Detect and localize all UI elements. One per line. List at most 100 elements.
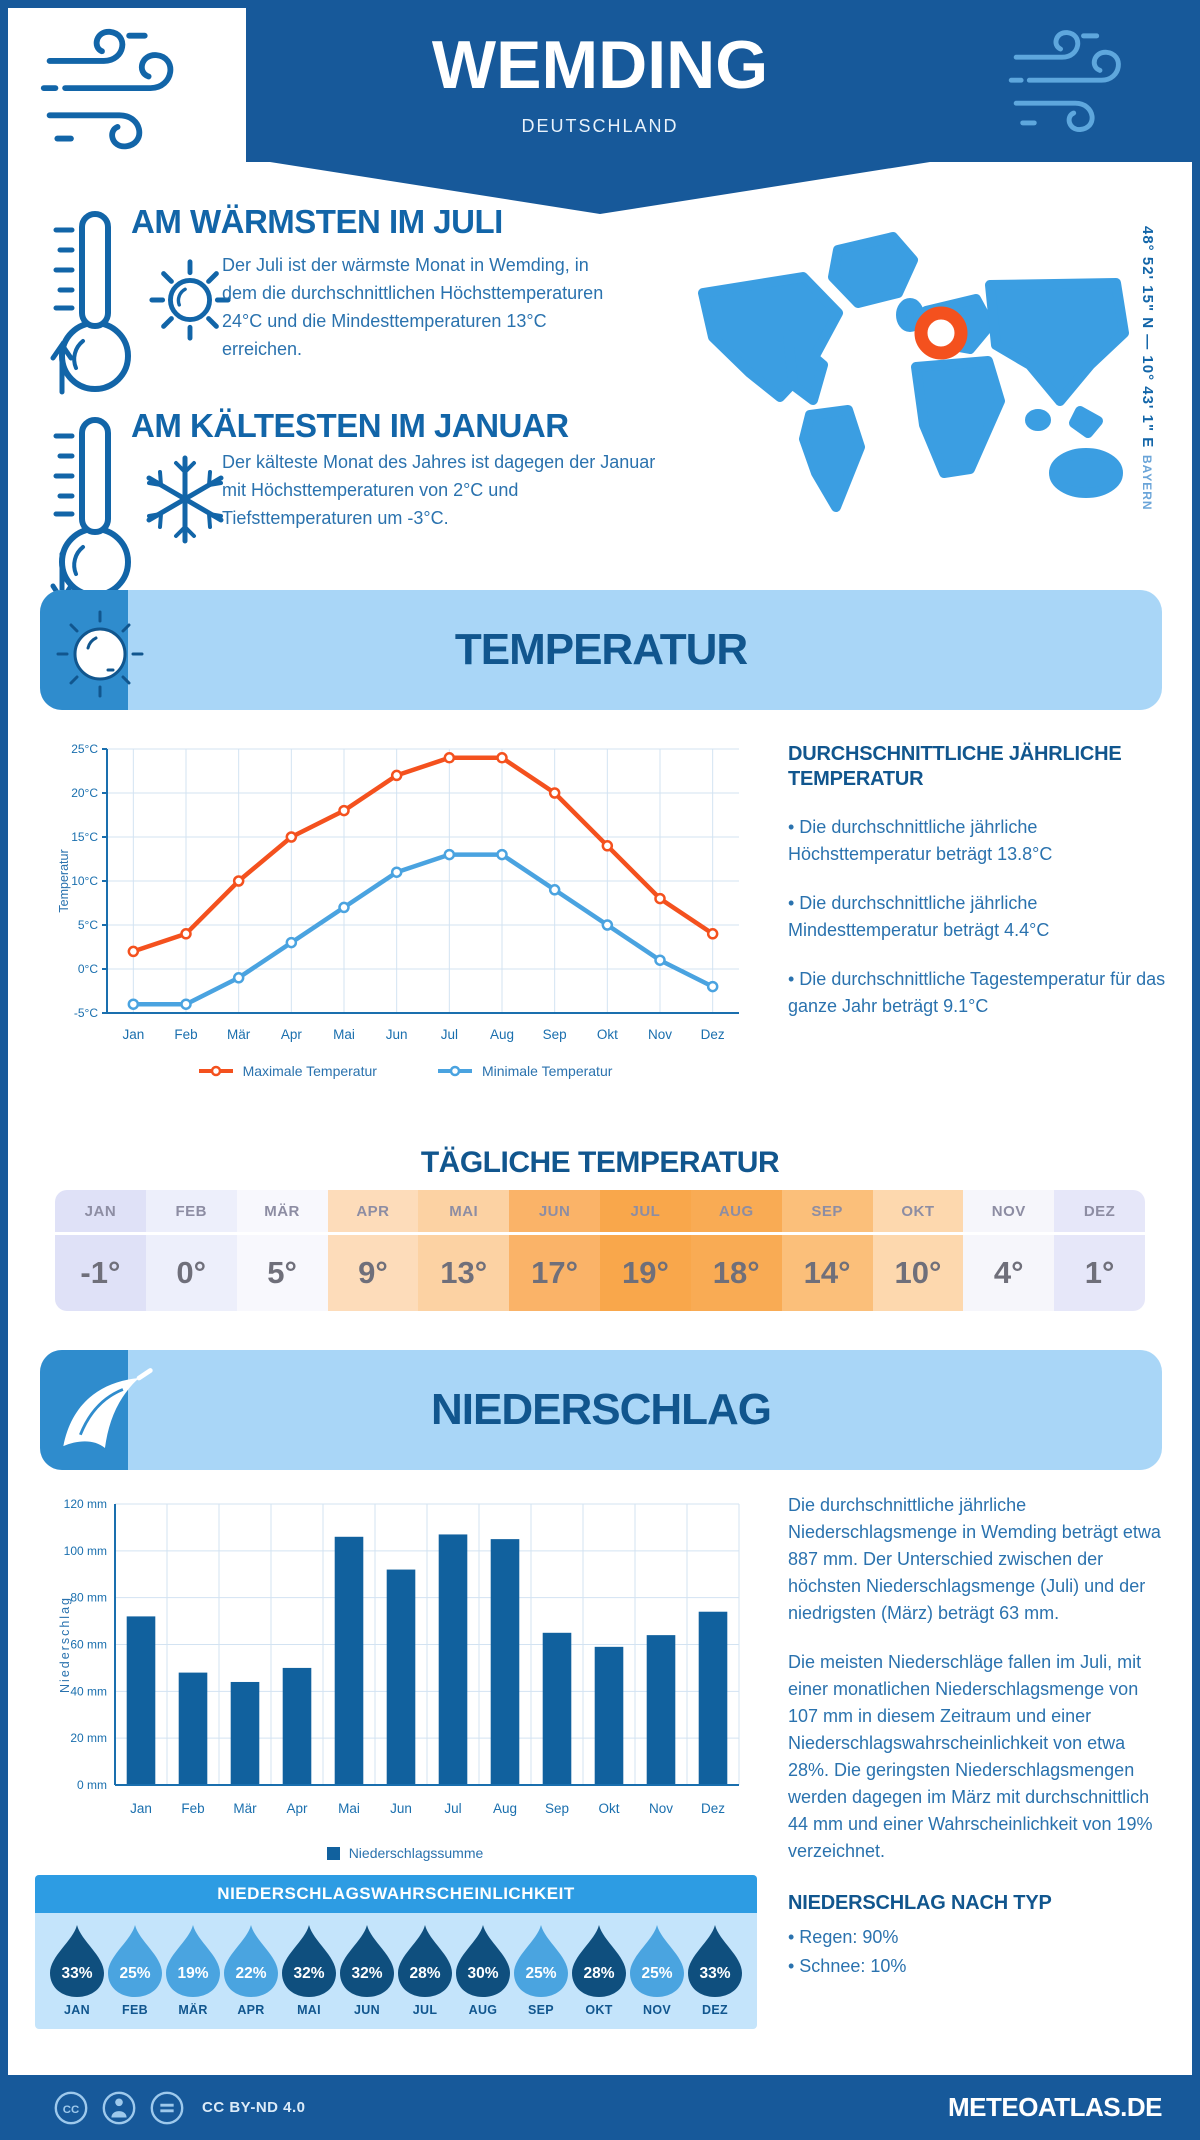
temp-table-month: JUL <box>600 1190 691 1232</box>
svg-text:5°C: 5°C <box>78 918 98 932</box>
svg-text:28%: 28% <box>583 1965 614 1982</box>
svg-text:Dez: Dez <box>701 1027 725 1042</box>
svg-text:Mär: Mär <box>233 1801 257 1816</box>
svg-text:100 mm: 100 mm <box>64 1544 107 1558</box>
droplet-icon: 19% <box>166 1925 220 1997</box>
temp-table-value: 1° <box>1054 1235 1145 1311</box>
svg-text:Okt: Okt <box>598 1801 619 1816</box>
svg-text:0 mm: 0 mm <box>77 1778 107 1792</box>
svg-text:Jan: Jan <box>122 1027 144 1042</box>
location-marker <box>914 306 968 360</box>
droplet-month-label: DEZ <box>702 2003 728 2017</box>
temp-table-month: MAI <box>418 1190 510 1232</box>
precipitation-bar-chart: 120 mm 100 mm 80 mm 60 mm 40 mm 20 mm 0 mm Jan F… <box>58 1497 740 1816</box>
legend-item-max: Maximale Temperatur <box>198 1063 377 1079</box>
droplet-icon: 33% <box>50 1925 104 1997</box>
svg-text:Jun: Jun <box>386 1027 408 1042</box>
umbrella-banner-icon <box>63 1368 153 1449</box>
probability-droplets-row: 33% JAN 25% FEB 19% MÄR 22% APR 32% MAI 32% JUN 28% J… <box>35 1913 757 2029</box>
svg-text:Jan: Jan <box>130 1801 152 1816</box>
svg-text:30%: 30% <box>467 1965 498 1982</box>
wind-icon <box>1008 30 1121 132</box>
probability-title: NIEDERSCHLAGSWAHRSCHEINLICHKEIT <box>35 1875 757 1913</box>
temp-table-value: -1° <box>55 1235 146 1311</box>
page-border-left <box>0 0 8 2140</box>
droplet-icon: 32% <box>340 1925 394 1997</box>
svg-text:40 mm: 40 mm <box>70 1684 107 1698</box>
temp-table-month: AUG <box>690 1190 782 1232</box>
annual-bullet-min: • Die durchschnittliche jährliche Mindes… <box>788 893 1050 940</box>
svg-text:Mai: Mai <box>338 1801 360 1816</box>
droplet-icon: 25% <box>630 1925 684 1997</box>
probability-droplet: 25% SEP <box>513 1923 569 2017</box>
precipitation-type-snow: • Schnee: 10% <box>788 1956 907 1976</box>
temp-table-column: AUG 18° <box>690 1190 782 1311</box>
license-label: CC BY-ND 4.0 <box>202 2099 306 2116</box>
temp-table-month: NOV <box>963 1190 1055 1232</box>
probability-droplet: 28% OKT <box>571 1923 627 2017</box>
page-subtitle: DEUTSCHLAND <box>521 116 679 136</box>
legend-label-min: Minimale Temperatur <box>481 1063 613 1079</box>
temperature-legend: Maximale Temperatur Minimale Temperatur <box>55 1063 755 1079</box>
cc-icon: CC <box>54 2091 88 2124</box>
svg-text:120 mm: 120 mm <box>64 1497 107 1511</box>
precipitation-banner: NIEDERSCHLAG <box>40 1350 1162 1470</box>
svg-text:25%: 25% <box>641 1965 672 1982</box>
cc-license-icons: CC CC BY-ND 4.0 <box>52 2089 306 2127</box>
droplet-month-label: AUG <box>468 2003 498 2017</box>
svg-text:20 mm: 20 mm <box>70 1731 107 1745</box>
svg-text:Mär: Mär <box>227 1027 251 1042</box>
svg-text:CC: CC <box>63 2103 79 2115</box>
droplet-month-label: OKT <box>585 2003 613 2017</box>
temp-table-value: 19° <box>600 1235 691 1311</box>
world-map <box>698 232 1129 512</box>
temp-table-month: FEB <box>145 1190 237 1232</box>
svg-text:33%: 33% <box>61 1965 92 1982</box>
svg-text:0°C: 0°C <box>78 962 98 976</box>
droplet-month-label: JUL <box>412 2003 438 2017</box>
bar-swatch <box>326 1846 340 1860</box>
temp-table-column: FEB 0° <box>145 1190 237 1311</box>
svg-text:25%: 25% <box>525 1965 556 1982</box>
droplet-month-label: MÄR <box>178 2003 208 2017</box>
svg-text:60 mm: 60 mm <box>70 1638 107 1652</box>
warmest-text: Der Juli ist der wärmste Monat in Wemdin… <box>222 255 604 359</box>
droplet-month-label: JAN <box>64 2003 90 2017</box>
max-line-swatch <box>198 1065 233 1077</box>
droplet-month-label: FEB <box>122 2003 148 2017</box>
temp-table-column: DEZ 1° <box>1054 1190 1145 1311</box>
page-border-right <box>1192 0 1200 2140</box>
temp-table-value: 10° <box>872 1235 964 1311</box>
sun-icon <box>149 259 231 341</box>
monthly-temperature-table: JAN -1° FEB 0° MÄR 5° APR 9° MAI 13° JUN 17° JUL 19° A… <box>55 1190 1145 1311</box>
temp-table-column: APR 9° <box>327 1190 419 1311</box>
temp-table-value: 5° <box>236 1235 328 1311</box>
droplet-icon: 28% <box>398 1925 452 1997</box>
svg-text:Temperatur: Temperatur <box>57 849 71 912</box>
droplet-month-label: APR <box>237 2003 265 2017</box>
droplet-icon: 28% <box>572 1925 626 1997</box>
svg-text:28%: 28% <box>409 1965 440 1982</box>
droplet-month-label: MAI <box>297 2003 321 2017</box>
cc-nd-icon <box>150 2091 184 2124</box>
droplet-icon: 22% <box>224 1925 278 1997</box>
legend-item-min: Minimale Temperatur <box>437 1063 612 1079</box>
precipitation-paragraph-1: Die durchschnittliche jährliche Niedersc… <box>788 1495 1161 1623</box>
svg-text:80 mm: 80 mm <box>70 1591 107 1605</box>
temp-table-value: 14° <box>781 1235 873 1311</box>
temperature-banner: TEMPERATUR <box>40 590 1162 710</box>
droplet-month-label: SEP <box>528 2003 554 2017</box>
svg-text:Dez: Dez <box>701 1801 725 1816</box>
annual-bullet-day: • Die durchschnittliche Tagestemperatur … <box>788 969 1166 1016</box>
probability-droplet: 33% DEZ <box>687 1923 743 2017</box>
temp-table-month: SEP <box>781 1190 873 1232</box>
probability-droplet: 22% APR <box>223 1923 279 2017</box>
temperature-line-chart: 25°C 20°C 15°C 10°C 5°C 0°C -5°C Jan Feb Mär Apr Ma… <box>57 742 739 1042</box>
temp-table-value: 17° <box>509 1235 600 1311</box>
svg-text:Nov: Nov <box>648 1027 672 1042</box>
legend-item-sum: Niederschlagssumme <box>326 1845 483 1861</box>
daily-temperature-heading: TÄGLICHE TEMPERATUR <box>420 1146 780 1179</box>
temp-table-column: OKT 10° <box>872 1190 964 1311</box>
temp-table-value: 9° <box>327 1235 419 1311</box>
svg-text:Nov: Nov <box>649 1801 673 1816</box>
